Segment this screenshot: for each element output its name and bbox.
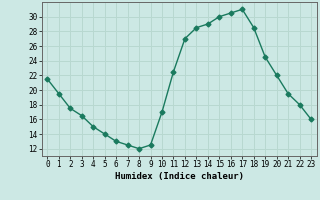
X-axis label: Humidex (Indice chaleur): Humidex (Indice chaleur) xyxy=(115,172,244,181)
